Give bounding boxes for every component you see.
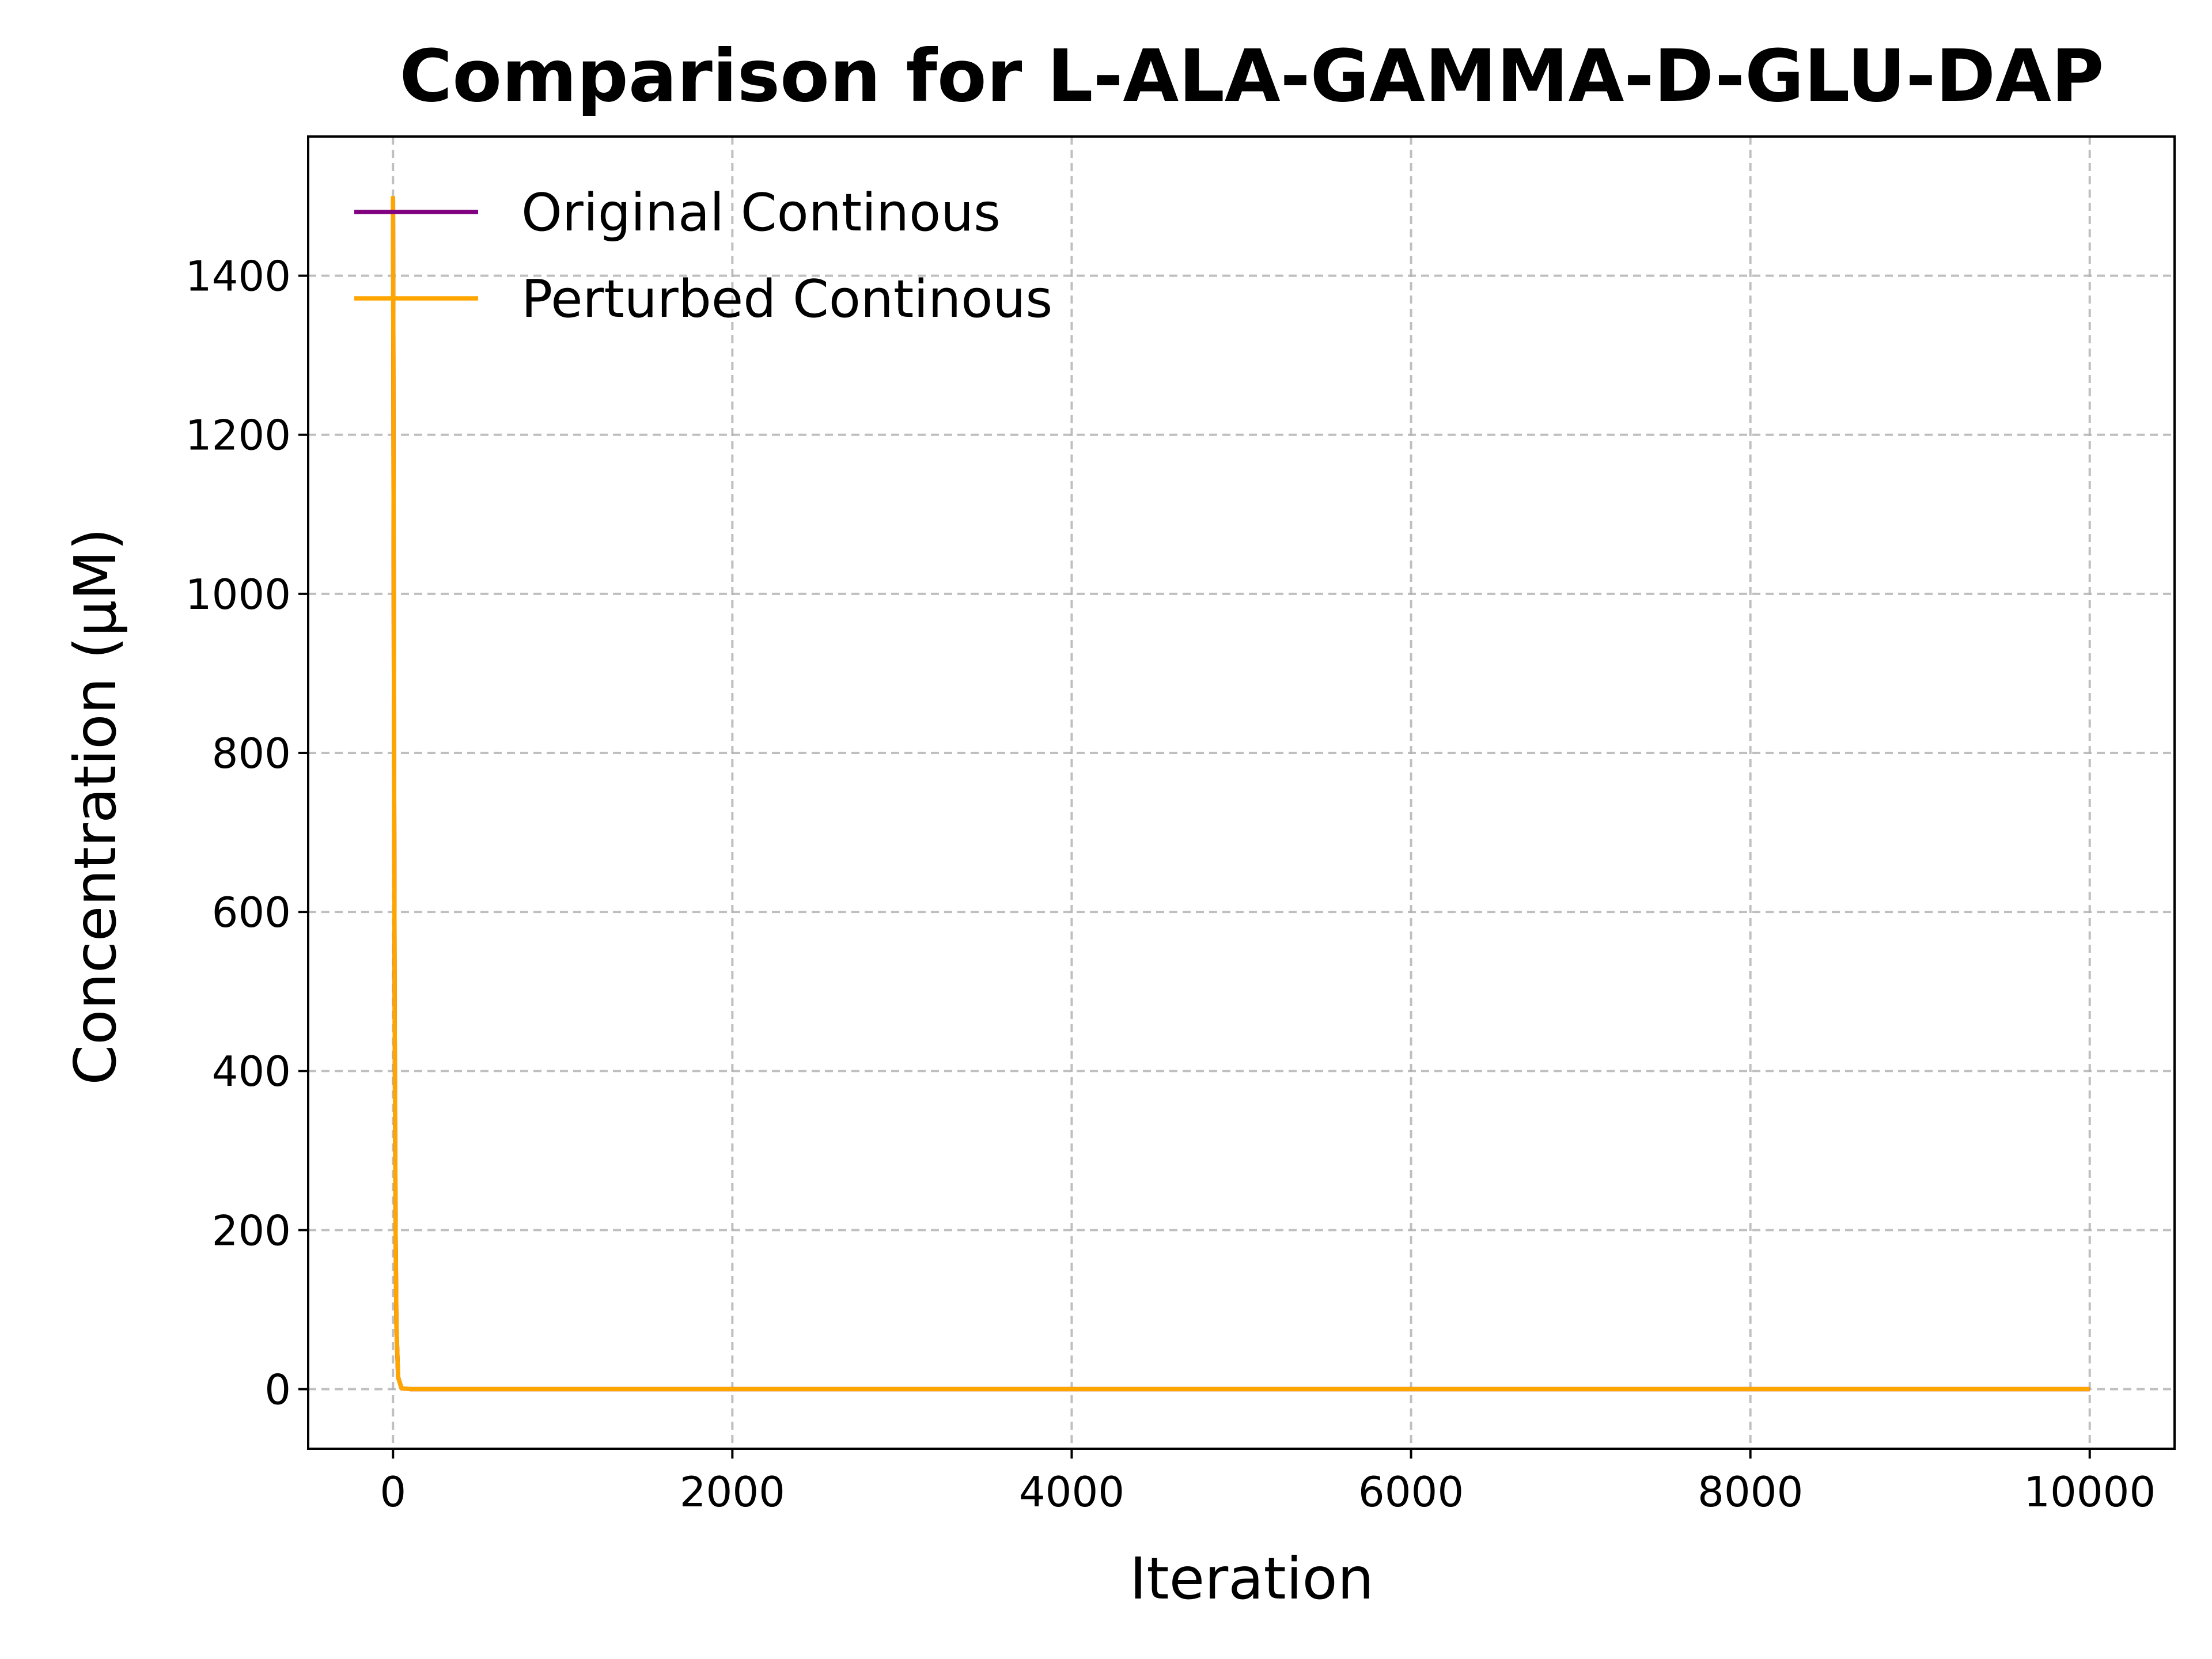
x-tick-label: 6000: [1358, 1468, 1464, 1516]
y-tick-label: 0: [264, 1365, 291, 1414]
y-tick-label: 800: [212, 729, 291, 778]
y-tick-label: 1200: [185, 411, 291, 460]
legend-label-original: Original Continous: [521, 183, 1001, 243]
x-tick-label: 0: [380, 1468, 406, 1516]
series-lines: [391, 196, 2090, 1392]
axis-ticks: 0 2000 4000 6000 8000 10000 0 200 400 600 800 1000 1…: [185, 252, 2156, 1516]
y-tick-label: 400: [212, 1047, 291, 1096]
x-tick-label: 4000: [1019, 1468, 1124, 1516]
legend: Original Continous Perturbed Continous: [354, 183, 1052, 329]
x-axis-label: Iteration: [1130, 1545, 1374, 1612]
y-tick-label: 1000: [185, 570, 291, 619]
plot-area-frame: [307, 135, 2176, 1450]
legend-label-perturbed: Perturbed Continous: [521, 269, 1052, 329]
y-axis-label: Concentration (μM): [62, 528, 129, 1085]
y-tick-label: 600: [212, 888, 291, 937]
x-tick-label: 2000: [680, 1468, 785, 1516]
y-tick-label: 200: [212, 1206, 291, 1255]
grid-lines: [308, 137, 2175, 1449]
x-tick-label: 10000: [2024, 1468, 2156, 1516]
y-tick-label: 1400: [185, 252, 291, 301]
chart-title: Comparison for L-ALA-GAMMA-D-GLU-DAP: [400, 35, 2104, 118]
x-tick-label: 8000: [1698, 1468, 1803, 1516]
series-line-perturbed: [391, 196, 2090, 1392]
